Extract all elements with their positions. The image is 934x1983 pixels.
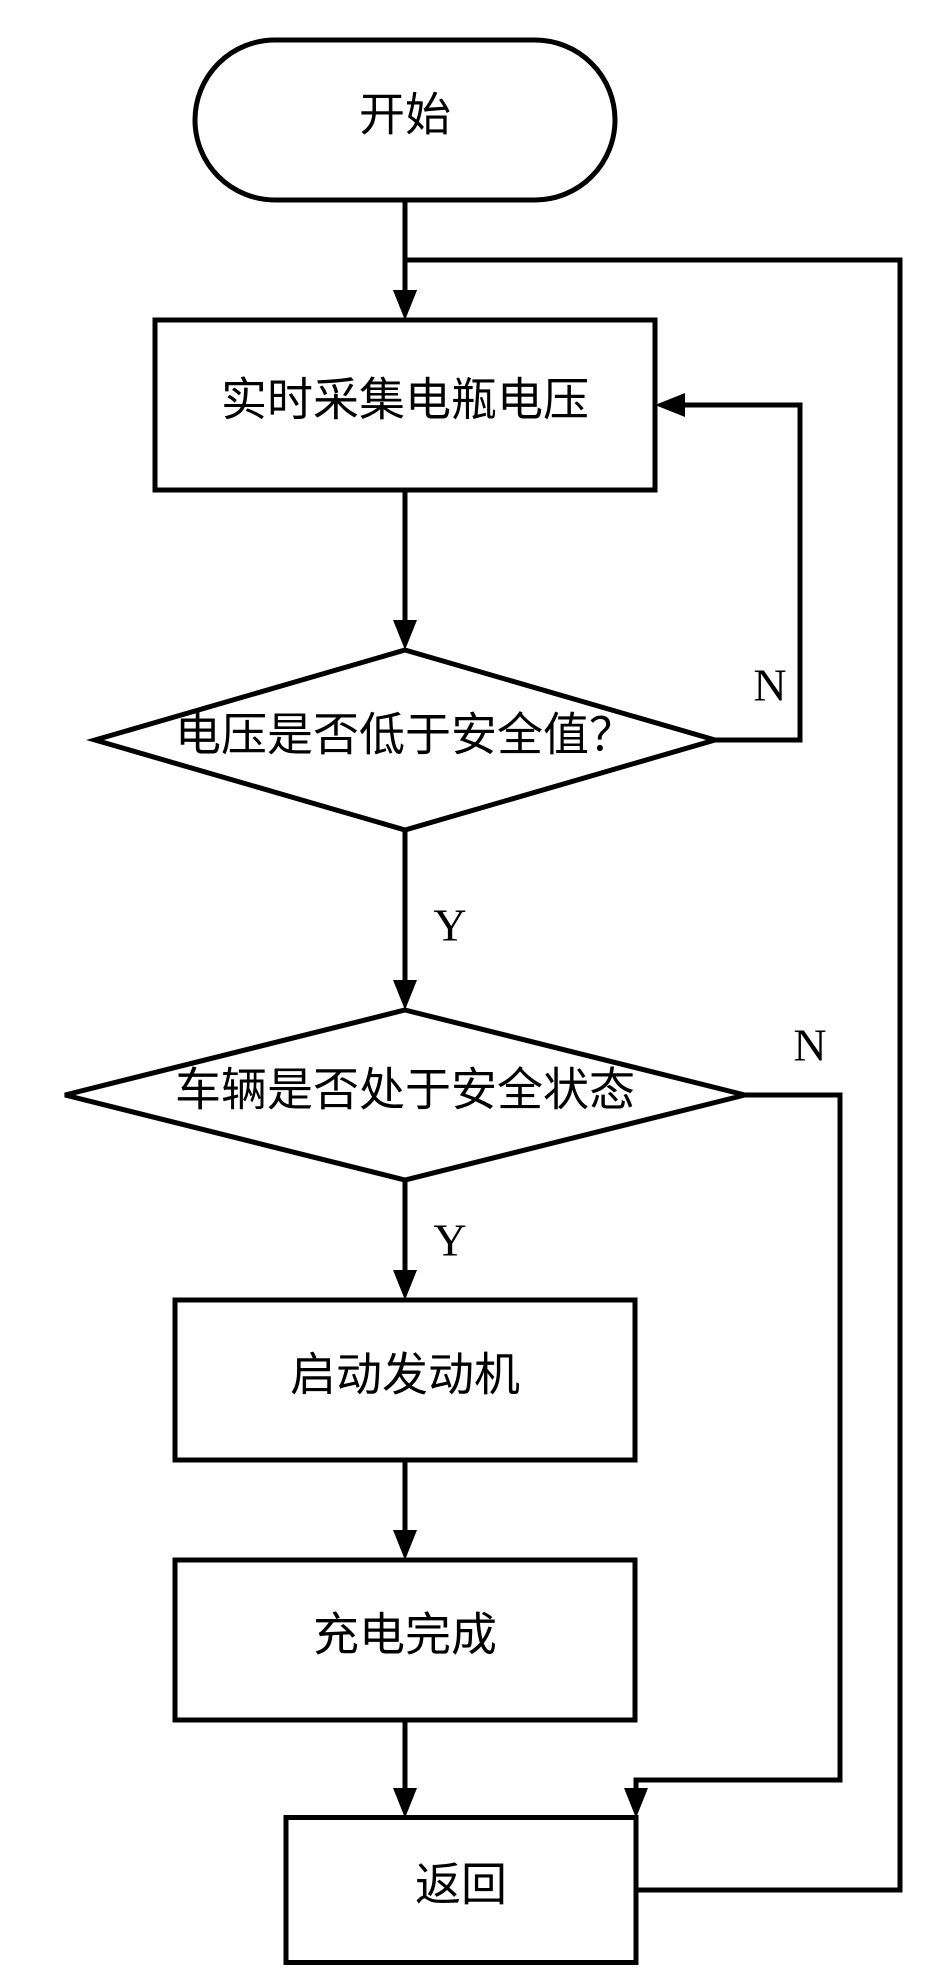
arrowhead — [393, 620, 417, 650]
arrowhead — [624, 1788, 648, 1818]
arrowhead — [393, 1270, 417, 1300]
node-collect: 实时采集电瓶电压 — [155, 320, 655, 490]
edge-label-q_safe-engine: Y — [433, 1215, 466, 1266]
arrowhead — [393, 1788, 417, 1818]
edge-q_safe-to-return — [636, 1095, 840, 1788]
node-q_safe: 车辆是否处于安全状态 — [65, 1010, 745, 1180]
node-label-q_volt: 电压是否低于安全值？ — [175, 710, 635, 761]
node-label-collect: 实时采集电瓶电压 — [221, 375, 589, 426]
node-q_volt: 电压是否低于安全值？ — [95, 650, 715, 830]
arrowhead — [393, 980, 417, 1010]
node-label-start: 开始 — [359, 90, 451, 141]
arrowhead — [655, 393, 685, 417]
edge-label-q_volt-collect: N — [753, 660, 786, 711]
arrowhead — [393, 290, 417, 320]
node-start: 开始 — [195, 40, 615, 200]
node-charged: 充电完成 — [175, 1560, 635, 1720]
node-return: 返回 — [286, 1818, 636, 1963]
arrowhead — [393, 1530, 417, 1560]
node-label-engine: 启动发动机 — [290, 1350, 520, 1401]
node-label-q_safe: 车辆是否处于安全状态 — [175, 1065, 635, 1116]
edge-label-q_volt-q_safe: Y — [433, 900, 466, 951]
node-label-charged: 充电完成 — [313, 1610, 497, 1661]
edge-label-q_safe-return: N — [793, 1020, 826, 1071]
node-engine: 启动发动机 — [175, 1300, 635, 1460]
node-label-return: 返回 — [415, 1860, 507, 1911]
